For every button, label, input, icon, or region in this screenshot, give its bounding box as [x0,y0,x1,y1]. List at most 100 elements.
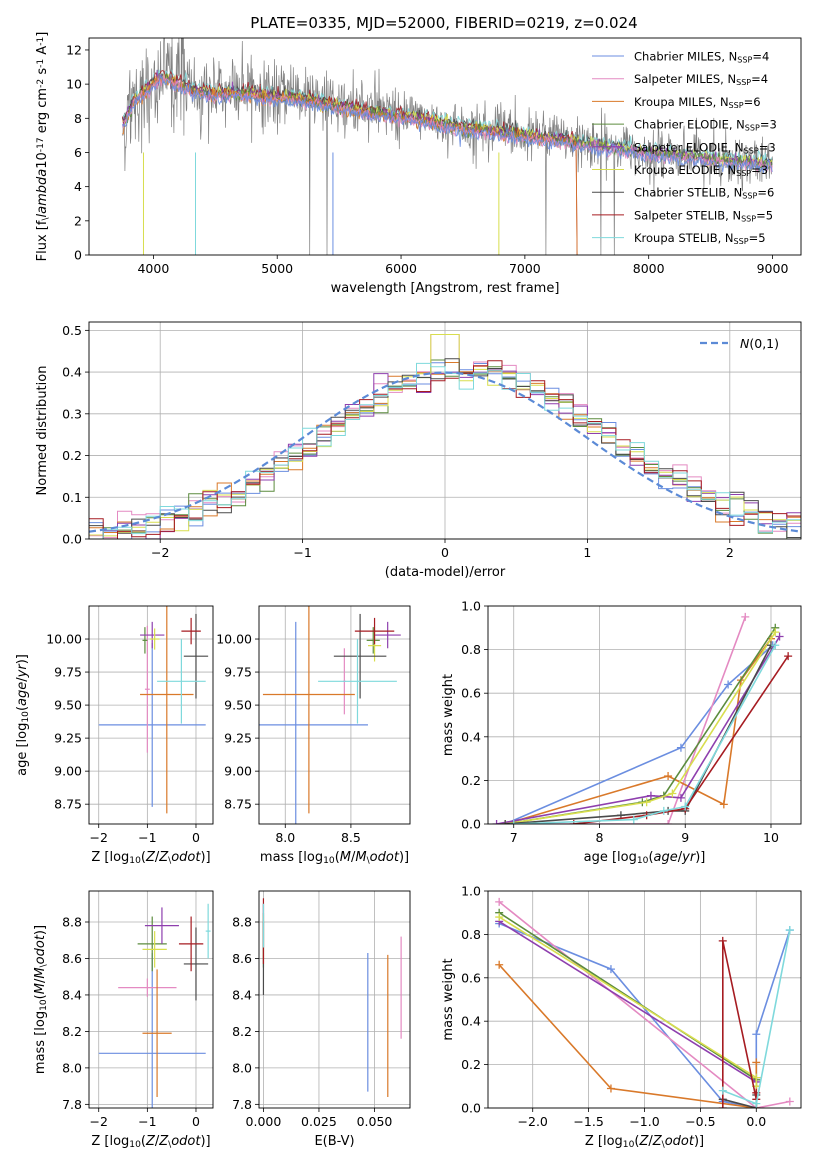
massweight-vs-age-marker-2 [719,800,728,809]
massweight-vs-age-ytick-label: 1.0 [461,599,481,614]
massweight-vs-age-marker-5 [642,798,651,807]
massweight-vs-Z-ytick-label: 0.2 [461,1057,481,1072]
massweight-vs-Z-marker-5 [752,1073,761,1082]
massweight-vs-Z-marker-8 [752,1099,761,1108]
massweight-vs-age-ytick-label: 0.8 [461,642,481,657]
massweight-vs-age-line-1 [505,616,747,824]
spectrum-ytick-label: 0 [74,248,82,263]
spectrum-ytick-label: 12 [66,42,82,57]
massweight-vs-age-ylabel: mass weight [441,674,456,756]
spectrum-ytick-label: 4 [74,179,82,194]
age-vs-mass-ytick-label: 10.00 [216,632,252,647]
residuals-ytick-label: 0.2 [62,448,82,463]
age-vs-Z-ylabel: age [log10(age/yr)] [15,654,31,776]
massweight-vs-age-marker-2 [664,772,673,781]
mass-vs-Z-xtick-label: 0 [192,1114,200,1129]
mass-vs-EBV-ytick-label: 8.0 [232,1060,252,1075]
mass-vs-Z-frame [88,890,214,1109]
massweight-vs-Z-ytick-label: 0.6 [461,970,481,985]
age-vs-mass-xtick-label: 8.5 [341,830,361,845]
spectrum-xtick-label: 7000 [509,261,541,276]
massweight-vs-Z-marker-0 [606,965,615,974]
mass-vs-Z-ytick-label: 8.2 [62,1024,82,1039]
mass-vs-EBV-ytick-label: 8.4 [232,987,252,1002]
age-vs-mass-ytick-label: 9.25 [224,731,252,746]
residuals-ytick-label: 0.1 [62,490,82,505]
spectrum-legend-label: Salpeter ELODIE, NSSP=3 [634,140,776,155]
mass-vs-Z-xtick-label: −2 [90,1114,108,1129]
spectrum-model-line-0 [121,74,773,174]
residuals-xtick-label: 2 [726,545,734,560]
massweight-vs-age-marker-4 [676,793,685,802]
massweight-vs-age-marker-4 [492,820,501,824]
mass-vs-Z-ytick-label: 7.8 [62,1097,82,1112]
mass-vs-EBV-xtick-label: 0.025 [301,1114,337,1129]
age-vs-Z-ytick-label: 8.75 [54,797,82,812]
mass-vs-EBV-xtick-label: 0.000 [246,1114,282,1129]
spectrum-xlabel: wavelength [Angstrom, rest frame] [331,281,560,296]
spectrum-legend-label: Chabrier MILES, NSSP=4 [634,50,769,65]
spectrum-xtick-label: 5000 [261,261,293,276]
massweight-vs-age-marker-7 [784,652,793,661]
spectrum-frame [88,37,802,256]
massweight-vs-Z-ytick-label: 0.8 [461,927,481,942]
spectrum-legend-label: Kroupa MILES, NSSP=6 [634,95,761,110]
massweight-vs-Z-marker-8 [785,926,794,935]
age-vs-Z-xtick-label: 0 [192,830,200,845]
massweight-vs-age-xtick-label: 9 [681,830,689,845]
massweight-vs-Z-xtick-label: 0.0 [746,1114,766,1129]
spectrum-ytick-label: 2 [74,213,82,228]
age-vs-Z-xlabel: Z [log10(Z/Z\odot)] [91,850,210,866]
age-vs-Z-ytick-label: 10.00 [46,632,82,647]
massweight-vs-Z-ytick-label: 0.4 [461,1014,481,1029]
massweight-vs-age-marker-6 [501,820,510,824]
age-vs-Z-ytick-label: 9.25 [54,731,82,746]
age-vs-mass-ytick-label: 9.50 [224,698,252,713]
spectrum-legend-label: Salpeter STELIB, NSSP=5 [634,208,773,223]
mass-vs-EBV-plot-area [262,898,402,1098]
residuals-plot-area [89,334,801,539]
age-vs-mass-ytick-label: 9.00 [224,764,252,779]
massweight-vs-Z-marker-2 [752,1058,761,1067]
age-vs-mass-ytick-label: 8.75 [224,797,252,812]
massweight-vs-age-marker-4 [646,791,655,800]
massweight-vs-age-ytick-label: 0.2 [461,773,481,788]
massweight-vs-age-marker-4 [775,632,784,641]
mass-vs-EBV-ytick-label: 8.2 [232,1024,252,1039]
massweight-vs-age-line-4 [496,636,781,824]
mass-vs-EBV-ytick-label: 7.8 [232,1097,252,1112]
massweight-vs-age-xlabel: age [log10(age/yr)] [584,850,706,866]
mass-vs-Z-ytick-label: 8.4 [62,987,82,1002]
massweight-vs-Z-marker-1 [495,897,504,906]
spectrum-ytick-label: 8 [74,111,82,126]
spectrum-legend-label: Kroupa STELIB, NSSP=5 [634,231,766,246]
massweight-vs-Z-marker-2 [606,1084,615,1093]
spectrum-xtick-label: 8000 [633,261,665,276]
residuals-ylabel: Normed distribution [35,366,50,496]
massweight-vs-age-marker-5 [668,789,677,798]
spectrum-legend-label: Salpeter MILES, NSSP=4 [634,72,768,87]
mass-vs-EBV-ytick-label: 8.8 [232,915,252,930]
massweight-vs-age-marker-8 [659,806,668,815]
residuals-ytick-label: 0.5 [62,323,82,338]
spectrum-legend-label: Chabrier STELIB, NSSP=6 [634,186,774,201]
massweight-vs-age-ytick-label: 0.6 [461,686,481,701]
spectrum-ytick-label: 6 [74,145,82,160]
massweight-vs-Z-marker-7 [718,1104,727,1108]
massweight-vs-age-ytick-label: 0.0 [461,817,481,832]
residuals-xtick-label: 0 [441,545,449,560]
residuals-xtick-label: −2 [151,545,169,560]
mass-vs-EBV-xlabel: E(B-V) [314,1134,354,1149]
residuals-histogram-8 [89,362,801,539]
massweight-vs-Z-ytick-label: 0.0 [461,1101,481,1116]
age-vs-mass-ytick-label: 9.75 [224,665,252,680]
mass-vs-EBV-frame [258,890,411,1109]
mass-vs-Z-xlabel: Z [log10(Z/Z\odot)] [91,1134,210,1150]
massweight-vs-Z-ylabel: mass weight [441,958,456,1040]
mass-vs-Z-plot-area [98,903,211,1108]
residuals-ytick-label: 0.4 [62,365,82,380]
massweight-vs-Z-xtick-label: −2.0 [518,1114,548,1129]
massweight-vs-Z-marker-1 [785,1097,794,1106]
age-vs-mass-xtick-label: 8.0 [275,830,295,845]
